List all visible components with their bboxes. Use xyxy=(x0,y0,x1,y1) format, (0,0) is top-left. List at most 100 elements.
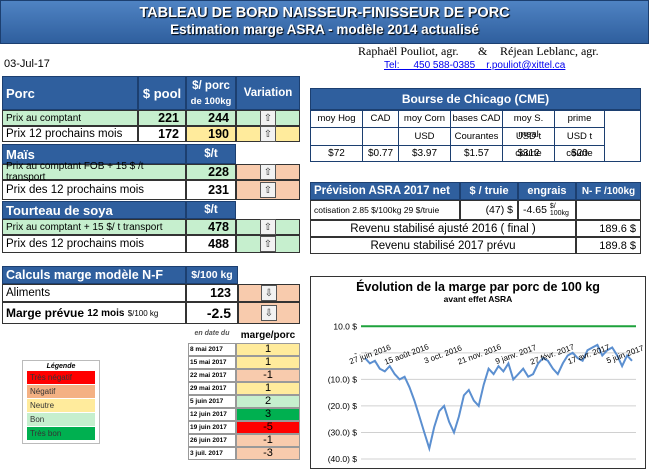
cme-col-unit xyxy=(363,128,398,146)
legend-item: Très négatif xyxy=(27,371,95,384)
history-date: 8 mai 2017 xyxy=(188,343,236,356)
asra-header: Prévision ASRA 2017 net xyxy=(310,182,460,200)
mais-row1-val: 228 xyxy=(186,164,236,180)
page-subtitle: Estimation marge ASRA - modèle 2014 actu… xyxy=(170,22,479,37)
author-amp: & xyxy=(478,44,488,58)
marge-label: Marge prévue xyxy=(6,306,85,320)
soya-row1-val: 478 xyxy=(186,219,236,235)
y-tick-label: (20.0) $ xyxy=(328,401,358,411)
cme-grid: moy Hog $72 CAD $0.77 moy Corn USD $3.97 bases … xyxy=(310,110,641,162)
aliments-val: 123 xyxy=(186,284,238,302)
cme-col-unit: USD t courte xyxy=(503,128,554,159)
chart-plot: 10.0 $-(10.0) $(20.0) $(30.0) $(40.0) $2… xyxy=(328,321,645,464)
y-tick-label: (30.0) $ xyxy=(328,427,358,437)
arrow-up-icon: ⇧ xyxy=(260,164,276,180)
history-date: 3 juil. 2017 xyxy=(188,447,236,460)
porc-section-label: Porc xyxy=(6,85,35,101)
history-table: en date du marge/porc 8 mai 2017 1 15 mai … xyxy=(188,330,300,460)
cme-col: bases CAD Courantes $1.57 xyxy=(451,111,503,161)
history-col-date: en date du xyxy=(194,330,230,337)
history-col-marge: marge/porc xyxy=(240,330,296,341)
cotisation-engrais-unit: $/ 100kg xyxy=(549,203,569,217)
history-value: -3 xyxy=(236,447,300,460)
history-value: 3 xyxy=(236,408,300,421)
porc-row1-val: 244 xyxy=(186,110,236,126)
history-row: 3 juil. 2017 -3 xyxy=(188,447,300,460)
porc-row2-val: 190 xyxy=(186,126,236,142)
history-date: 22 mai 2017 xyxy=(188,369,236,382)
history-row: 29 mai 2017 1 xyxy=(188,382,300,395)
cme-col-unit xyxy=(311,128,362,146)
aliments-label: Aliments xyxy=(2,284,186,302)
history-row: 26 juin 2017 -1 xyxy=(188,434,300,447)
history-row: 19 juin 2017 -5 xyxy=(188,421,300,434)
soya-row2-label: Prix des 12 prochains mois xyxy=(2,235,186,253)
cme-col-label: prime xyxy=(555,111,604,128)
cme-col: prime USD t courte $20 xyxy=(555,111,605,161)
soya-unit: $/t xyxy=(186,201,236,219)
mais-row2-val: 231 xyxy=(186,180,236,200)
asra-col-truie: $ / truie xyxy=(460,182,518,200)
marge-variation: ⇩ xyxy=(238,302,300,324)
history-date: 29 mai 2017 xyxy=(188,382,236,395)
arrow-up-icon: ⇧ xyxy=(260,126,276,142)
porc-col-100kg: $/ porc de 100kg xyxy=(186,76,236,110)
history-date: 19 juin 2017 xyxy=(188,421,236,434)
cme-col-label: moy Corn xyxy=(399,111,450,128)
revenu-final-label: Revenu stabilisé ajusté 2016 ( final ) xyxy=(310,220,576,237)
porc-col-100kg-b: de 100kg xyxy=(190,96,232,107)
legend-title: Légende xyxy=(46,363,76,370)
revenu-2017-val: 189.8 $ xyxy=(576,237,641,254)
cme-col-unit: Courantes xyxy=(451,128,502,146)
legend-item: Neutre xyxy=(27,399,95,412)
cme-col-label: CAD xyxy=(363,111,398,128)
mais-row2-variation: ⇧ xyxy=(236,180,300,200)
arrow-down-icon: ⇩ xyxy=(261,305,277,321)
arrow-up-icon: ⇧ xyxy=(260,110,276,126)
contact-link[interactable]: Tel: 450 588-0385 r.pouliot@xittel.ca xyxy=(384,60,566,71)
margin-series-line xyxy=(364,343,633,453)
mais-unit: $/t xyxy=(186,144,236,164)
author-b: Réjean Leblanc, agr. xyxy=(500,44,599,58)
porc-col-variation: Variation xyxy=(236,76,300,110)
report-date: 03-Jul-17 xyxy=(4,58,50,70)
cme-col-value: $3.97 xyxy=(411,148,438,159)
cotisation-nf xyxy=(576,200,641,220)
cme-col-value: $1.57 xyxy=(463,148,490,159)
cotisation-engrais-cell: -4.65 $/ 100kg xyxy=(518,200,576,220)
cotisation-label: cotisation 2.85 $/100kg 29 $/truie xyxy=(310,200,460,220)
soya-row2-val: 488 xyxy=(186,235,236,253)
mais-row1-variation: ⇧ xyxy=(236,164,300,180)
revenu-2017-label: Revenu stabilisé 2017 prévu xyxy=(310,237,576,254)
cme-col-value: $0.77 xyxy=(367,148,394,159)
history-value: 1 xyxy=(236,356,300,369)
aliments-variation: ⇩ xyxy=(238,284,300,302)
page-title: TABLEAU DE BORD NAISSEUR-FINISSEUR DE PO… xyxy=(139,5,510,21)
mais-row1-label: Prix au comptant FOB + 15 $ /t transport xyxy=(2,161,186,183)
legend-items: Très négatif Négatif Neutre Bon Très bon xyxy=(27,371,95,440)
porc-header: Porc xyxy=(2,76,138,110)
margin-chart: Évolution de la marge par porc de 100 kg… xyxy=(310,276,646,469)
mais-header: Maïs xyxy=(2,144,186,164)
soya-row2-variation: ⇧ xyxy=(236,235,300,253)
history-value: 1 xyxy=(236,343,300,356)
cme-col-value: $72 xyxy=(328,148,345,159)
cme-col: moy Hog $72 xyxy=(311,111,363,161)
cme-col: CAD $0.77 xyxy=(363,111,399,161)
soya-row1-variation: ⇧ xyxy=(236,219,300,235)
calculs-unit: $/100 kg xyxy=(186,266,238,284)
title-banner: TABLEAU DE BORD NAISSEUR-FINISSEUR DE PO… xyxy=(0,0,649,44)
cotisation-truie: (47) $ xyxy=(460,200,518,220)
legend-item: Très bon xyxy=(27,427,95,440)
history-date: 12 juin 2017 xyxy=(188,408,236,421)
chart-title: Évolution de la marge par porc de 100 kg xyxy=(356,280,600,294)
history-date: 15 mai 2017 xyxy=(188,356,236,369)
cme-col-label: bases CAD xyxy=(451,111,502,128)
porc-row1-label: Prix au comptant xyxy=(2,110,138,126)
porc-row2-pool: 172 xyxy=(138,126,186,142)
y-tick-label: (40.0) $ xyxy=(328,454,358,464)
history-row: 22 mai 2017 -1 xyxy=(188,369,300,382)
chart-subtitle: avant effet ASRA xyxy=(443,294,513,304)
calculs-header: Calculs marge modèle N-F xyxy=(2,266,186,284)
author-a: Raphaël Pouliot, agr. xyxy=(358,44,459,58)
